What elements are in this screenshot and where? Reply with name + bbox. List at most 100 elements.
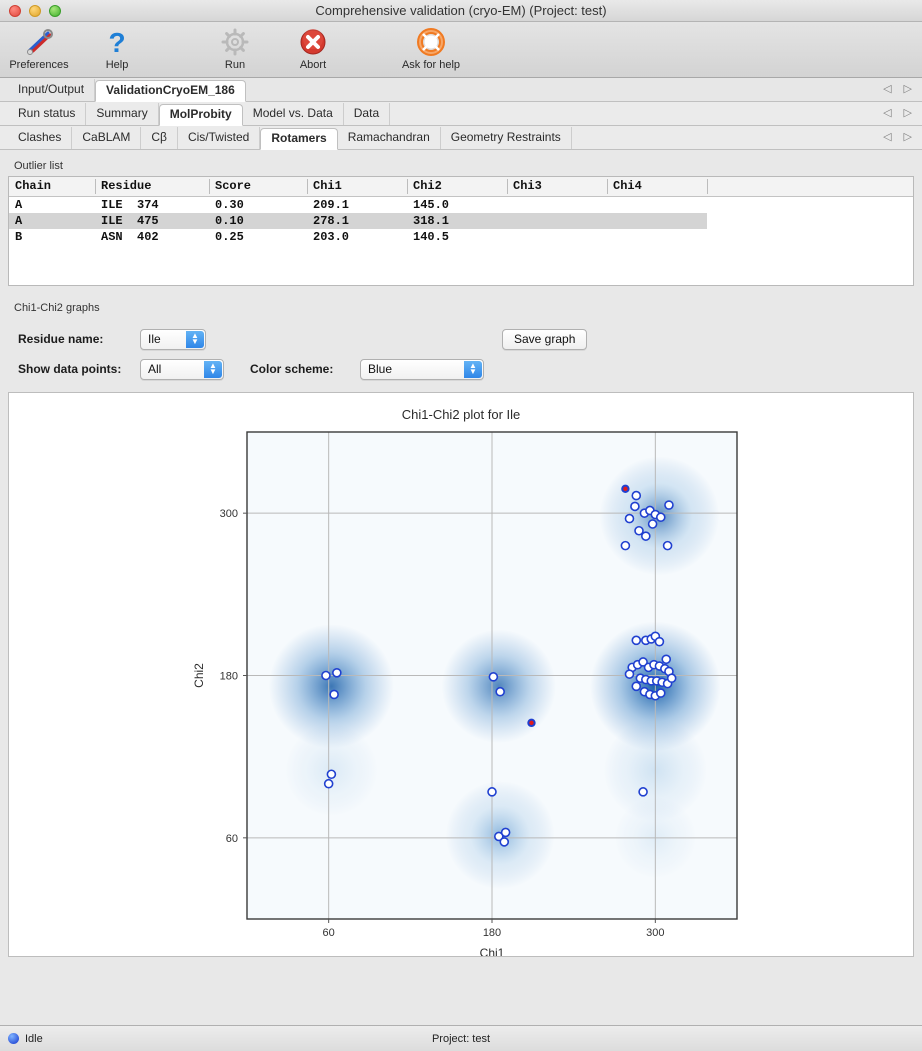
cell-chain: A	[9, 213, 95, 229]
column-header-chi1[interactable]: Chi1	[307, 177, 407, 197]
series-favored	[321, 490, 677, 847]
svg-text:180: 180	[483, 927, 501, 939]
table-row[interactable]: B ASN 402 0.25 203.0 140.5	[9, 229, 913, 245]
save-graph-button[interactable]: Save graph	[502, 328, 588, 350]
cell-filler	[707, 197, 913, 214]
toolbar-label-abort: Abort	[299, 59, 327, 71]
tabbar-level2: Run status Summary MolProbity Model vs. …	[0, 102, 922, 126]
tab-summary[interactable]: Summary	[86, 103, 159, 125]
tab-molprobity[interactable]: MolProbity	[158, 104, 243, 126]
table-row[interactable]: A ILE 374 0.30 209.1 145.0	[9, 197, 913, 214]
tabbar-level3: Clashes CaBLAM Cβ Cis/Twisted Rotamers R…	[0, 126, 922, 150]
cell-chi2: 140.5	[413, 230, 450, 244]
show-data-points-select[interactable]: All ▲ ▼	[140, 358, 224, 380]
tabbar-level3-nav: ◁ ▷	[883, 126, 918, 149]
graph-controls-row-1: Residue name: Ile ▲ ▼ Save graph	[18, 324, 904, 354]
tab-rotamers[interactable]: Rotamers	[260, 128, 338, 150]
cell-chain: A	[15, 198, 23, 212]
toolbar-button-ask-for-help[interactable]: Ask for help	[392, 26, 470, 71]
stepper-arrows-icon[interactable]: ▲ ▼	[204, 360, 222, 378]
y-axis-label: Chi2	[192, 663, 206, 688]
tabbar-level1: Input/Output ValidationCryoEM_186 ◁ ▷	[0, 78, 922, 102]
cell-score: 0.25	[215, 230, 244, 244]
stepper-arrows-icon[interactable]: ▲ ▼	[186, 330, 204, 348]
cell-chi4	[607, 197, 707, 214]
maximize-button[interactable]	[49, 4, 61, 17]
tab-clashes[interactable]: Clashes	[8, 127, 73, 149]
tabbar-level1-nav: ◁ ▷	[883, 78, 918, 101]
close-button[interactable]	[9, 4, 21, 17]
toolbar-button-preferences[interactable]: Preferences	[0, 26, 78, 71]
tab-next-icon[interactable]: ▷	[903, 83, 912, 95]
toolbar-button-abort[interactable]: Abort	[274, 26, 352, 71]
residue-name-label: Residue name:	[18, 332, 104, 346]
lifebuoy-icon	[416, 26, 446, 58]
tab-input-output[interactable]: Input/Output	[8, 79, 96, 101]
svg-text:?: ?	[108, 27, 125, 57]
tab-prev-icon[interactable]: ◁	[883, 83, 892, 95]
toolbar-label-ask-for-help: Ask for help	[401, 59, 461, 71]
outlier-list-table-container[interactable]: Chain Residue Score Chi1 Chi2 Chi3 Chi4 …	[8, 176, 914, 286]
cell-chi3	[507, 229, 607, 245]
tab-next-icon[interactable]: ▷	[903, 107, 912, 119]
svg-text:300: 300	[646, 927, 664, 939]
graph-controls: Residue name: Ile ▲ ▼ Save graph Show dat…	[8, 318, 914, 392]
cell-chi2: 145.0	[413, 198, 450, 212]
show-data-points-label: Show data points:	[18, 362, 122, 376]
tab-prev-icon[interactable]: ◁	[883, 131, 892, 143]
column-header-chi2[interactable]: Chi2	[407, 177, 507, 197]
column-header-score[interactable]: Score	[209, 177, 307, 197]
tab-run-status[interactable]: Run status	[8, 103, 87, 125]
tools-icon	[24, 26, 54, 58]
cell-chi3	[507, 213, 607, 229]
chi1-chi2-scatter-plot[interactable]: 60 180 300 60 180 300 Chi1 Chi2	[9, 393, 897, 957]
tab-data[interactable]: Data	[344, 103, 391, 125]
cell-residue: ASN 402	[101, 230, 159, 244]
cell-score: 0.10	[209, 213, 307, 229]
plot-title: Chi1-Chi2 plot for Ile	[401, 407, 521, 422]
tab-c-beta[interactable]: Cβ	[141, 127, 178, 149]
tab-ramachandran[interactable]: Ramachandran	[338, 127, 441, 149]
svg-text:60: 60	[323, 927, 335, 939]
stepper-arrows-icon[interactable]: ▲ ▼	[464, 360, 482, 378]
series-outlier	[527, 484, 630, 728]
tab-geometry-restraints[interactable]: Geometry Restraints	[441, 127, 572, 149]
window-title: Comprehensive validation (cryo-EM) (Proj…	[315, 3, 607, 18]
svg-text:300: 300	[220, 508, 238, 520]
cell-chi3	[507, 197, 607, 214]
cell-filler	[707, 229, 913, 245]
color-scheme-select[interactable]: Blue ▲ ▼	[360, 358, 484, 380]
column-header-filler	[707, 177, 913, 197]
color-scheme-label: Color scheme:	[250, 362, 334, 376]
cell-score: 0.30	[215, 198, 244, 212]
tabbar-level2-nav: ◁ ▷	[883, 102, 918, 125]
cell-chi4	[607, 213, 707, 229]
cell-chi1: 209.1	[313, 198, 350, 212]
cell-chi1: 203.0	[313, 230, 350, 244]
status-project-label: Project: test	[431, 1032, 491, 1045]
toolbar-button-help[interactable]: ? Help	[78, 26, 156, 71]
cell-chi4	[607, 229, 707, 245]
toolbar-label-preferences: Preferences	[9, 59, 69, 71]
tab-model-vs-data[interactable]: Model vs. Data	[243, 103, 344, 125]
tab-cis-twisted[interactable]: Cis/Twisted	[178, 127, 261, 149]
column-header-chi4[interactable]: Chi4	[607, 177, 707, 197]
cell-residue: ILE 374	[101, 198, 159, 212]
table-row[interactable]: A ILE 475 0.10 278.1 318.1	[9, 213, 913, 229]
status-indicator-icon	[8, 1033, 19, 1044]
tab-cablam[interactable]: CaBLAM	[72, 127, 142, 149]
status-state-label: Idle	[25, 1032, 43, 1045]
residue-name-select[interactable]: Ile ▲ ▼	[140, 328, 206, 350]
toolbar-button-run[interactable]: Run	[196, 26, 274, 71]
column-header-chi3[interactable]: Chi3	[507, 177, 607, 197]
cell-filler	[707, 213, 913, 229]
axis-ticks: 60 180 300 60 180 300	[220, 508, 665, 939]
column-header-residue[interactable]: Residue	[95, 177, 209, 197]
tab-prev-icon[interactable]: ◁	[883, 107, 892, 119]
column-header-chain[interactable]: Chain	[9, 177, 95, 197]
minimize-button[interactable]	[29, 4, 41, 17]
tab-validationcryoem-186[interactable]: ValidationCryoEM_186	[95, 80, 246, 102]
question-mark-icon: ?	[102, 26, 132, 58]
tab-next-icon[interactable]: ▷	[903, 131, 912, 143]
outlier-list-group-label: Outlier list	[14, 160, 63, 172]
